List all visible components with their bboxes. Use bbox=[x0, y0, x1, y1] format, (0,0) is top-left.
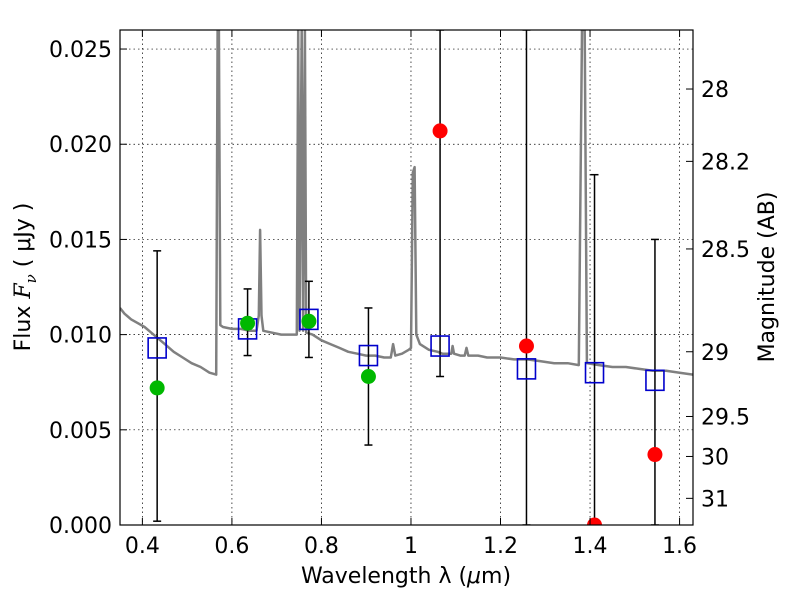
red-point bbox=[647, 447, 663, 463]
observed-photometry-points bbox=[149, 123, 663, 525]
model-spectrum bbox=[120, 30, 693, 376]
x-tick-label: 1 bbox=[404, 534, 418, 559]
red-point bbox=[432, 123, 448, 139]
plot-area bbox=[120, 30, 693, 525]
y-tick-label: 0.005 bbox=[49, 419, 112, 444]
detection-point bbox=[149, 380, 165, 396]
red-point bbox=[587, 517, 603, 525]
y-axis-label: Flux Fν ( μJy ) bbox=[11, 203, 40, 352]
y-axis-ticks: 0.000 0.005 0.010 0.015 0.020 0.025 bbox=[49, 38, 127, 539]
x-axis-ticks: 0.4 0.6 0.8 1 1.2 1.4 1.6 bbox=[125, 30, 697, 559]
model-photometry-square bbox=[645, 369, 665, 392]
y2-tick-label: 28.2 bbox=[701, 150, 750, 175]
x-tick-label: 1.4 bbox=[573, 534, 608, 559]
y-tick-label: 0.025 bbox=[49, 38, 112, 63]
y2-tick-label: 29.5 bbox=[701, 405, 750, 430]
y-tick-label: 0.000 bbox=[49, 514, 112, 539]
x-tick-label: 0.4 bbox=[125, 534, 160, 559]
model-photometry-square bbox=[147, 337, 167, 359]
y2-tick-label: 31 bbox=[701, 487, 729, 512]
y2-tick-label: 29 bbox=[701, 341, 729, 366]
y2-tick-label: 30 bbox=[701, 445, 729, 470]
model-photometry-square bbox=[299, 308, 319, 331]
model-photometry-square bbox=[516, 358, 537, 380]
x-tick-label: 1.6 bbox=[662, 534, 697, 559]
x-axis-label: Wavelength λ (μm) bbox=[301, 564, 511, 589]
detection-point bbox=[301, 313, 317, 329]
y2-axis-ticks: 28 28.2 28.5 29 29.5 30 31 bbox=[686, 78, 750, 512]
y2-tick-label: 28 bbox=[701, 78, 729, 103]
plot-frame bbox=[119, 29, 694, 526]
y2-tick-label: 28.5 bbox=[701, 238, 750, 263]
detection-point bbox=[240, 315, 256, 331]
x-tick-label: 0.6 bbox=[214, 534, 249, 559]
model-photometry-square bbox=[430, 335, 450, 357]
spectrum-line bbox=[120, 30, 693, 376]
x-tick-label: 1.2 bbox=[483, 534, 518, 559]
y-tick-label: 0.015 bbox=[49, 228, 112, 253]
detection-point bbox=[360, 369, 376, 384]
red-point bbox=[518, 338, 534, 354]
y-tick-label: 0.010 bbox=[49, 324, 112, 349]
y-tick-label: 0.020 bbox=[49, 133, 112, 158]
model-photometry-square bbox=[584, 361, 605, 384]
y2-axis-label: Magnitude (AB) bbox=[755, 192, 780, 363]
x-tick-label: 0.8 bbox=[304, 534, 339, 559]
model-photometry-square bbox=[358, 344, 379, 367]
